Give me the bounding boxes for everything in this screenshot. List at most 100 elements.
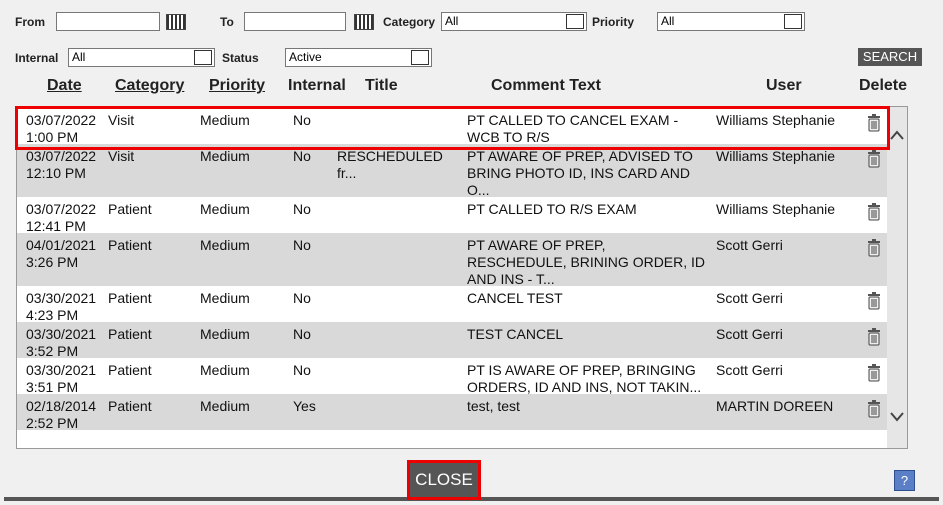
- table-row[interactable]: 04/01/2021 3:26 PM Patient Medium No PT AWARE…: [17, 233, 887, 287]
- delete-button[interactable]: [867, 114, 881, 132]
- trash-icon: [868, 114, 880, 132]
- time-text: 3:26 PM: [26, 254, 79, 270]
- date-text: 04/01/2021: [26, 237, 97, 253]
- status-value: Active: [289, 50, 322, 64]
- priority-cell: Medium: [200, 148, 250, 164]
- from-label: From: [15, 15, 45, 29]
- time-text: 3:51 PM: [26, 379, 79, 395]
- user-cell: Williams Stephanie: [716, 112, 836, 128]
- to-label: To: [220, 15, 234, 29]
- table-row[interactable]: 02/18/2014 2:52 PM Patient Medium Yes test, t…: [17, 394, 887, 432]
- date-text: 03/30/2021: [26, 362, 97, 378]
- column-header: Title: [365, 77, 398, 94]
- to-input[interactable]: [244, 12, 346, 31]
- scrollbar[interactable]: [887, 107, 907, 448]
- status-label: Status: [222, 51, 259, 65]
- date-text: 03/07/2022: [26, 148, 97, 164]
- user-cell: Scott Gerri: [716, 326, 783, 342]
- delete-button[interactable]: [867, 239, 881, 257]
- user-cell: Scott Gerri: [716, 362, 783, 378]
- user-cell: Williams Stephanie: [716, 201, 836, 217]
- category-cell: Visit: [108, 148, 135, 164]
- trash-icon: [868, 364, 880, 382]
- category-select[interactable]: All: [441, 12, 587, 31]
- internal-cell: No: [293, 237, 311, 253]
- date-text: 03/07/2022: [26, 112, 97, 128]
- time-text: 2:52 PM: [26, 415, 79, 431]
- priority-cell: Medium: [200, 362, 250, 378]
- table-row[interactable]: 03/07/2022 12:41 PM Patient Medium No PT CALL…: [17, 197, 887, 235]
- help-button[interactable]: ?: [894, 470, 915, 491]
- delete-button[interactable]: [867, 150, 881, 168]
- column-header[interactable]: Category: [115, 77, 185, 94]
- comment-cell: PT CALLED TO R/S EXAM: [467, 201, 637, 217]
- date-cell: 03/07/2022 12:41 PM: [26, 201, 106, 235]
- delete-button[interactable]: [867, 203, 881, 221]
- table-row[interactable]: 03/07/2022 1:00 PM Visit Medium No PT CALLED …: [17, 108, 887, 146]
- date-cell: 02/18/2014 2:52 PM: [26, 398, 106, 432]
- column-header: Internal: [288, 77, 346, 94]
- trash-icon: [868, 292, 880, 310]
- time-text: 1:00 PM: [26, 129, 79, 145]
- trash-icon: [868, 328, 880, 346]
- title-cell: RESCHEDULED fr...: [337, 148, 443, 181]
- delete-button[interactable]: [867, 328, 881, 346]
- search-button[interactable]: SEARCH: [858, 48, 922, 66]
- column-header: Comment Text: [491, 77, 601, 94]
- date-cell: 04/01/2021 3:26 PM: [26, 237, 106, 271]
- column-header[interactable]: Date: [47, 77, 82, 94]
- category-cell: Patient: [108, 201, 152, 217]
- trash-icon: [868, 203, 880, 221]
- status-select[interactable]: Active: [285, 48, 432, 67]
- priority-label: Priority: [592, 15, 635, 29]
- date-cell: 03/30/2021 4:23 PM: [26, 290, 106, 324]
- scroll-arrows: [890, 130, 904, 422]
- priority-select[interactable]: All: [657, 12, 805, 31]
- internal-value: All: [72, 50, 86, 64]
- comment-cell: TEST CANCEL: [467, 326, 564, 342]
- date-cell: 03/07/2022 12:10 PM: [26, 148, 106, 182]
- comment-cell: PT IS AWARE OF PREP, BRINGING ORDERS, ID…: [467, 362, 702, 395]
- date-cell: 03/30/2021 3:51 PM: [26, 362, 106, 396]
- from-input[interactable]: [56, 12, 160, 31]
- date-text: 02/18/2014: [26, 398, 97, 414]
- category-cell: Visit: [108, 112, 135, 128]
- column-header: Delete: [859, 77, 908, 94]
- comment-cell: PT AWARE OF PREP, ADVISED TO BRING PHOTO…: [467, 148, 693, 198]
- trash-icon: [868, 239, 880, 257]
- internal-select[interactable]: All: [68, 48, 215, 67]
- column-header[interactable]: Priority: [209, 77, 266, 94]
- date-text: 03/30/2021: [26, 326, 97, 342]
- comment-cell: PT AWARE OF PREP, RESCHEDULE, BRINING OR…: [467, 237, 706, 287]
- close-button[interactable]: CLOSE: [407, 460, 481, 500]
- category-value: All: [445, 14, 459, 28]
- date-text: 03/07/2022: [26, 201, 97, 217]
- internal-cell: No: [293, 326, 311, 342]
- internal-cell: No: [293, 290, 311, 306]
- delete-button[interactable]: [867, 292, 881, 310]
- internal-cell: Yes: [293, 398, 316, 414]
- table-row[interactable]: 03/30/2021 3:52 PM Patient Medium No TEST CAN…: [17, 322, 887, 360]
- calendar-button[interactable]: [354, 14, 374, 30]
- comment-cell: test, test: [467, 398, 520, 414]
- trash-icon: [868, 150, 880, 168]
- delete-button[interactable]: [867, 400, 881, 418]
- date-cell: 03/07/2022 1:00 PM: [26, 112, 106, 146]
- table-row[interactable]: 03/07/2022 12:10 PM Visit Medium No RESCHEDUL…: [17, 144, 887, 198]
- delete-button[interactable]: [867, 364, 881, 382]
- internal-cell: No: [293, 201, 311, 217]
- user-cell: MARTIN DOREEN: [716, 398, 834, 414]
- date-text: 03/30/2021: [26, 290, 97, 306]
- time-text: 12:10 PM: [26, 165, 86, 181]
- date-cell: 03/30/2021 3:52 PM: [26, 326, 106, 360]
- category-label: Category: [383, 15, 436, 29]
- calendar-button[interactable]: [166, 14, 186, 30]
- comment-cell: CANCEL TEST: [467, 290, 563, 306]
- user-cell: Scott Gerri: [716, 237, 783, 253]
- category-cell: Patient: [108, 290, 152, 306]
- user-cell: Williams Stephanie: [716, 148, 836, 164]
- table-row[interactable]: 03/30/2021 3:51 PM Patient Medium No PT IS AW…: [17, 358, 887, 396]
- time-text: 3:52 PM: [26, 343, 79, 359]
- table-row[interactable]: 03/30/2021 4:23 PM Patient Medium No CANCEL T…: [17, 286, 887, 324]
- internal-cell: No: [293, 112, 311, 128]
